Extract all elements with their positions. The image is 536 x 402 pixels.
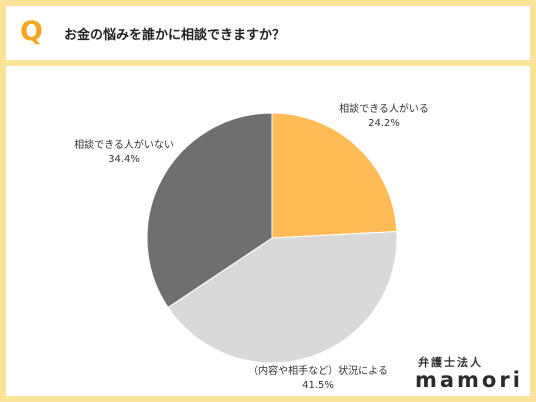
question-mark-icon: Q	[20, 16, 43, 47]
brand-logo: mamori	[415, 368, 523, 392]
pie-slice	[146, 112, 273, 309]
brand-subtitle: 弁護士法人	[418, 356, 483, 369]
question-header: Q お金の悩みを誰かに相談できますか？	[6, 6, 530, 66]
pie-slice	[167, 231, 398, 364]
slice-value-label: 34.4%	[108, 154, 140, 165]
question-header-panel: Q お金の悩みを誰かに相談できますか？	[6, 6, 530, 60]
slice-value-label: 24.2%	[368, 118, 400, 129]
slice-label: （内容や相手など）状況による	[248, 364, 388, 377]
slice-label: 相談できる人がいない	[74, 138, 174, 151]
pie-slice	[271, 112, 398, 239]
slice-value-label: 41.5%	[302, 380, 334, 391]
slice-label: 相談できる人がいる	[339, 102, 429, 115]
question-title: お金の悩みを誰かに相談できますか？	[64, 28, 286, 43]
